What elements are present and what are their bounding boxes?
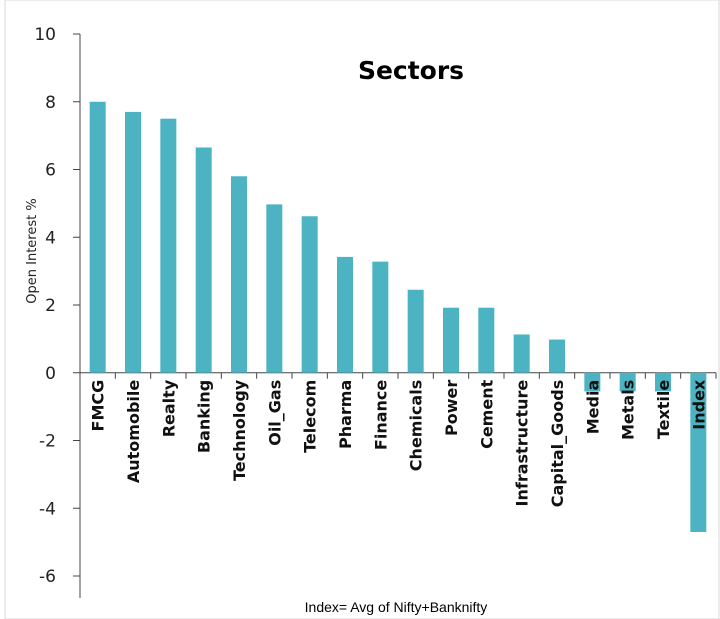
category-label: Realty xyxy=(159,379,178,437)
category-label: Automobile xyxy=(124,380,143,484)
category-label: Metals xyxy=(619,380,638,440)
y-tick-label: 8 xyxy=(45,93,56,113)
category-label: Telecom xyxy=(301,380,320,453)
category-label: Pharma xyxy=(336,380,355,449)
bar xyxy=(337,256,353,373)
category-label: Technology xyxy=(230,379,249,481)
category-label: Textile xyxy=(654,380,673,440)
bar xyxy=(478,307,495,373)
category-label: Chemicals xyxy=(407,380,426,471)
y-tick-label: 0 xyxy=(45,364,56,384)
category-label: Infrastructure xyxy=(513,380,532,507)
bar xyxy=(443,307,459,373)
bar xyxy=(690,372,707,532)
y-tick-label: -6 xyxy=(39,567,56,587)
bar xyxy=(125,111,141,373)
y-tick-label: 6 xyxy=(45,161,56,181)
chart-border xyxy=(4,0,720,619)
bar xyxy=(655,372,671,392)
category-label: Power xyxy=(442,380,461,436)
category-labels: FMCG Automobile Realty Banking Technology Oil… xyxy=(89,379,709,507)
bars xyxy=(89,101,707,532)
y-tick-label: 2 xyxy=(45,296,56,316)
bar xyxy=(160,118,177,373)
category-label: Cement xyxy=(477,379,496,449)
bar xyxy=(89,101,106,373)
y-tick-label: 4 xyxy=(45,228,56,248)
category-label: Banking xyxy=(195,380,214,453)
bar xyxy=(407,289,424,373)
y-tick-label: 10 xyxy=(34,25,56,45)
bar xyxy=(301,216,318,373)
y-tick-label: -4 xyxy=(39,499,56,519)
bar xyxy=(266,204,283,373)
bar xyxy=(584,372,601,392)
bar xyxy=(231,176,247,373)
category-label: Capital_Goods xyxy=(548,380,567,508)
bar xyxy=(195,147,212,373)
bar xyxy=(372,261,389,373)
axes: 10 8 6 4 2 0 -2 -4 -6 xyxy=(34,25,717,598)
bar xyxy=(549,339,565,373)
bar xyxy=(513,334,530,373)
bar xyxy=(619,372,636,392)
y-tick-label: -2 xyxy=(39,432,56,452)
y-axis-label: Open Interest % xyxy=(25,198,40,303)
chart-footnote: Index= Avg of Nifty+Banknifty xyxy=(305,599,488,615)
chart-title: Sectors xyxy=(358,56,464,85)
category-label: Index xyxy=(689,379,708,430)
category-label: Media xyxy=(583,380,602,435)
category-label: FMCG xyxy=(89,380,108,432)
category-label: Finance xyxy=(371,380,390,450)
category-label: Oil_Gas xyxy=(265,380,284,446)
